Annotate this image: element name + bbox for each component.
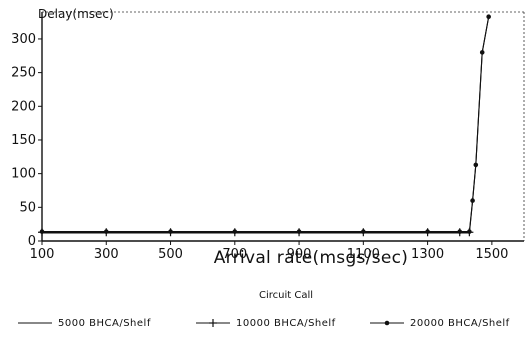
legend-label: 5000 BHCA/Shelf (58, 318, 151, 329)
point-marker (103, 229, 109, 234)
x-tick-label: 700 (222, 247, 247, 262)
point-marker (457, 229, 463, 234)
x-tick-label: 1300 (411, 247, 444, 262)
point-marker (470, 198, 475, 203)
x-tick-label: 1100 (347, 247, 380, 262)
point-marker (467, 229, 472, 234)
point-marker (296, 229, 302, 234)
legend-item: 20000 BHCA/Shelf (370, 318, 510, 329)
x-tick-label: 500 (158, 247, 183, 262)
x-axis-label: Arrival rate(msgs/sec) (214, 248, 409, 268)
series-line (42, 16, 490, 233)
point-marker (425, 229, 430, 234)
y-tick-label: 250 (11, 66, 36, 81)
series-2 (38, 228, 474, 237)
legend-item: 5000 BHCA/Shelf (18, 318, 151, 329)
legend: Circuit Call 5000 BHCA/Shelf 10000 BHCA/S… (18, 290, 510, 329)
series-3 (39, 14, 491, 234)
point-marker (361, 229, 366, 234)
legend-item: 10000 BHCA/Shelf (196, 318, 336, 329)
series-line (42, 16, 490, 234)
y-tick-label: 50 (19, 200, 36, 215)
legend-label: 10000 BHCA/Shelf (236, 318, 336, 329)
series-layer (38, 14, 491, 237)
point-marker (39, 229, 45, 234)
y-axis: 0 50 100 150 200 250 300 (11, 32, 42, 249)
y-tick-label: 100 (11, 167, 36, 182)
series-1 (42, 16, 490, 234)
x-tick-label: 300 (94, 247, 119, 262)
y-tick-label: 200 (11, 99, 36, 114)
point-marker (232, 229, 238, 234)
legend-label: 20000 BHCA/Shelf (410, 318, 510, 329)
plot-area (41, 11, 525, 242)
point-marker (473, 162, 479, 168)
x-tick-label: 900 (287, 247, 312, 262)
point-marker (384, 320, 390, 326)
point-marker (479, 50, 485, 55)
legend-title: Circuit Call (259, 290, 313, 301)
y-axis-label: Delay(msec) (38, 7, 114, 21)
x-tick-label: 1500 (475, 247, 508, 262)
point-marker (168, 229, 173, 234)
y-tick-label: 0 (28, 234, 36, 249)
y-tick-label: 150 (11, 133, 36, 148)
point-marker (486, 14, 491, 20)
y-tick-label: 300 (11, 32, 36, 47)
x-axis: 100 300 500 700 900 1100 1300 1500 (30, 241, 508, 262)
x-tick-label: 100 (30, 247, 55, 262)
